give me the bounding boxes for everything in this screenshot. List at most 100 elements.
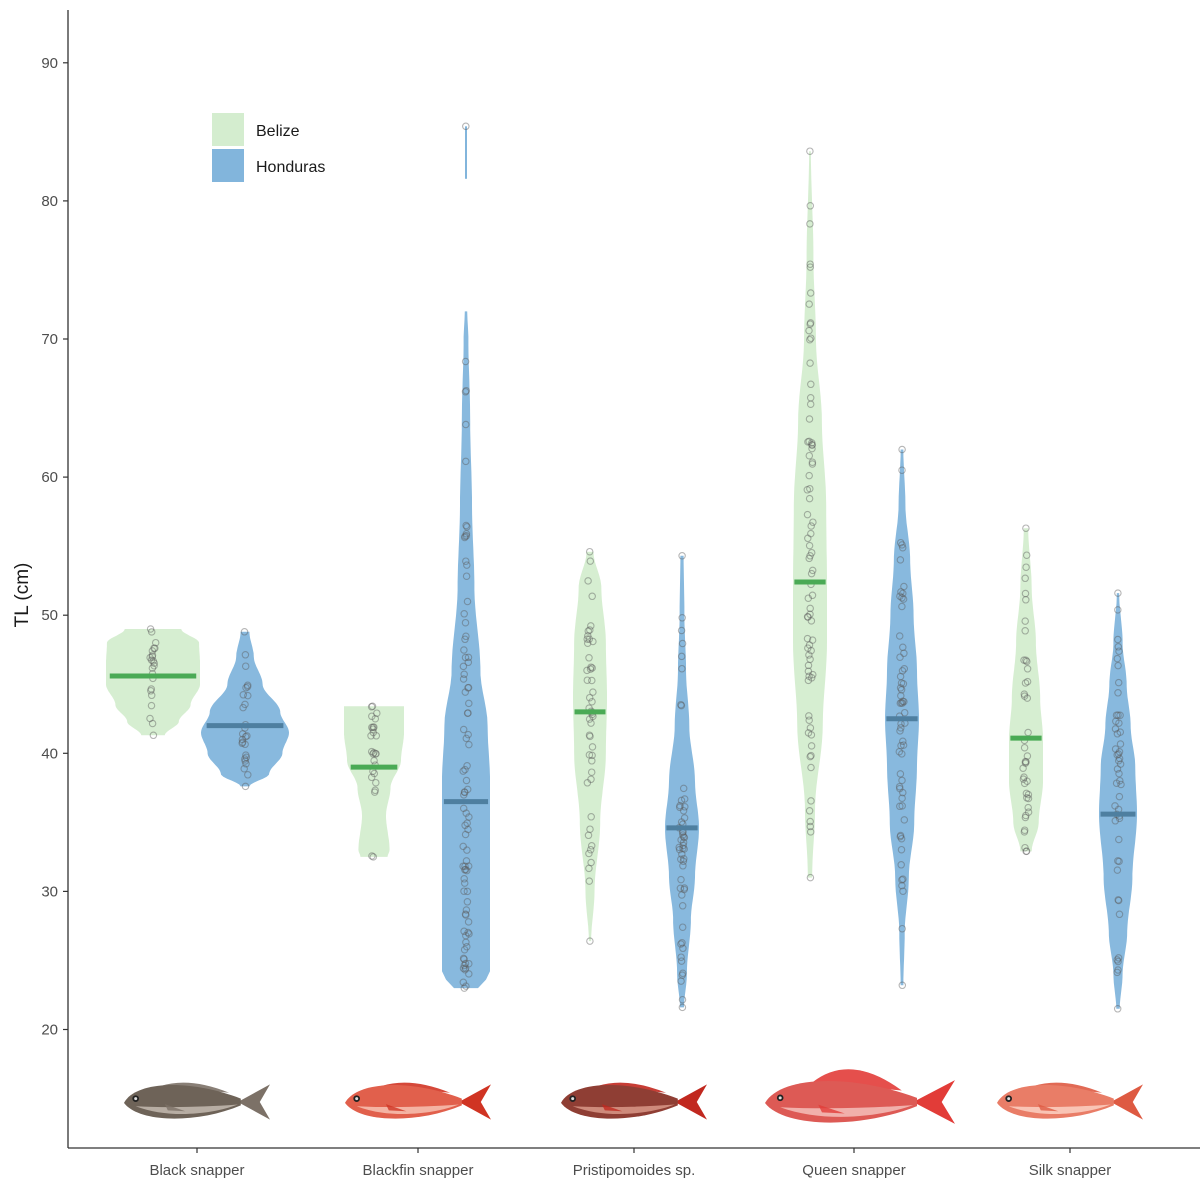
data-point (1020, 826, 1029, 834)
data-point (149, 657, 157, 665)
data-point (898, 802, 906, 810)
data-point (585, 731, 594, 739)
data-point (805, 326, 813, 335)
data-point (807, 522, 815, 530)
data-point (585, 693, 594, 702)
data-point (1114, 711, 1122, 719)
data-point (1022, 789, 1031, 798)
data-point (1021, 589, 1030, 598)
data-point (1114, 857, 1122, 865)
y-tick-label: 90 (41, 55, 58, 72)
fish-icon-pristipomoides-sp- (561, 1082, 707, 1120)
data-point (899, 887, 907, 895)
plot-area (106, 122, 1137, 1013)
data-point (463, 561, 471, 569)
data-point (677, 700, 685, 709)
data-point (899, 589, 907, 598)
data-point (806, 484, 814, 493)
data-point (1021, 813, 1030, 822)
data-point (242, 760, 250, 768)
data-point (1024, 790, 1033, 799)
data-point (464, 825, 472, 834)
data-point (1112, 711, 1121, 719)
data-point (680, 845, 688, 853)
data-point (1116, 711, 1124, 720)
data-point (897, 691, 905, 700)
data-point (584, 632, 592, 640)
data-point (1114, 954, 1123, 962)
data-point (678, 639, 687, 648)
data-point (585, 751, 594, 759)
data-point (463, 709, 472, 717)
data-point (372, 778, 380, 787)
data-point (462, 911, 470, 919)
data-point (808, 444, 816, 453)
data-point (462, 572, 471, 580)
data-point (679, 807, 688, 815)
data-point (677, 701, 686, 710)
data-point (896, 770, 905, 778)
data-point (464, 653, 473, 662)
data-point (586, 845, 595, 854)
data-point (678, 1003, 687, 1012)
data-point (675, 803, 684, 812)
data-point (678, 971, 687, 979)
data-point (805, 300, 813, 308)
data-point (462, 420, 470, 429)
data-point (1116, 740, 1125, 748)
data-point (1115, 754, 1124, 763)
data-point (460, 788, 469, 796)
data-point (146, 714, 154, 723)
data-point (807, 334, 815, 342)
data-point (370, 723, 378, 731)
data-point (462, 906, 471, 914)
data-point (1114, 957, 1122, 966)
data-point (900, 697, 908, 706)
data-point (587, 768, 596, 776)
data-point (459, 725, 468, 734)
data-point (370, 756, 378, 765)
data-point (460, 955, 468, 964)
data-point (461, 765, 469, 774)
data-point (803, 486, 812, 494)
data-point (896, 784, 904, 793)
data-point (148, 719, 157, 728)
data-point (680, 855, 688, 863)
data-point (241, 651, 250, 659)
data-point (1020, 690, 1029, 698)
data-point (897, 698, 906, 707)
data-point (462, 938, 470, 947)
data-point (462, 734, 471, 743)
y-tick-label: 60 (41, 469, 58, 486)
y-tick-label: 70 (41, 331, 58, 348)
data-point (241, 757, 249, 765)
data-point (677, 818, 686, 826)
data-point (459, 804, 468, 813)
data-point (677, 836, 685, 844)
data-point (804, 661, 813, 670)
data-point (1020, 743, 1029, 752)
data-point (586, 732, 594, 741)
data-point (899, 643, 907, 652)
data-point (460, 927, 468, 936)
data-point (1023, 794, 1031, 802)
data-point (676, 884, 685, 893)
data-point (678, 923, 687, 931)
honduras-violin-silk-snapper (1099, 589, 1137, 1013)
data-point (460, 961, 469, 970)
data-point (807, 797, 815, 805)
data-point (463, 887, 472, 896)
data-point (898, 466, 906, 474)
data-point (241, 782, 250, 791)
data-point (1114, 896, 1123, 905)
data-point (1114, 606, 1122, 614)
data-point (807, 548, 816, 557)
data-point (677, 626, 686, 635)
data-point (806, 604, 814, 613)
data-point (806, 394, 815, 402)
data-point (804, 594, 813, 602)
data-point (461, 830, 470, 839)
data-point (1114, 643, 1123, 651)
data-point (464, 684, 472, 692)
data-point (242, 683, 250, 692)
